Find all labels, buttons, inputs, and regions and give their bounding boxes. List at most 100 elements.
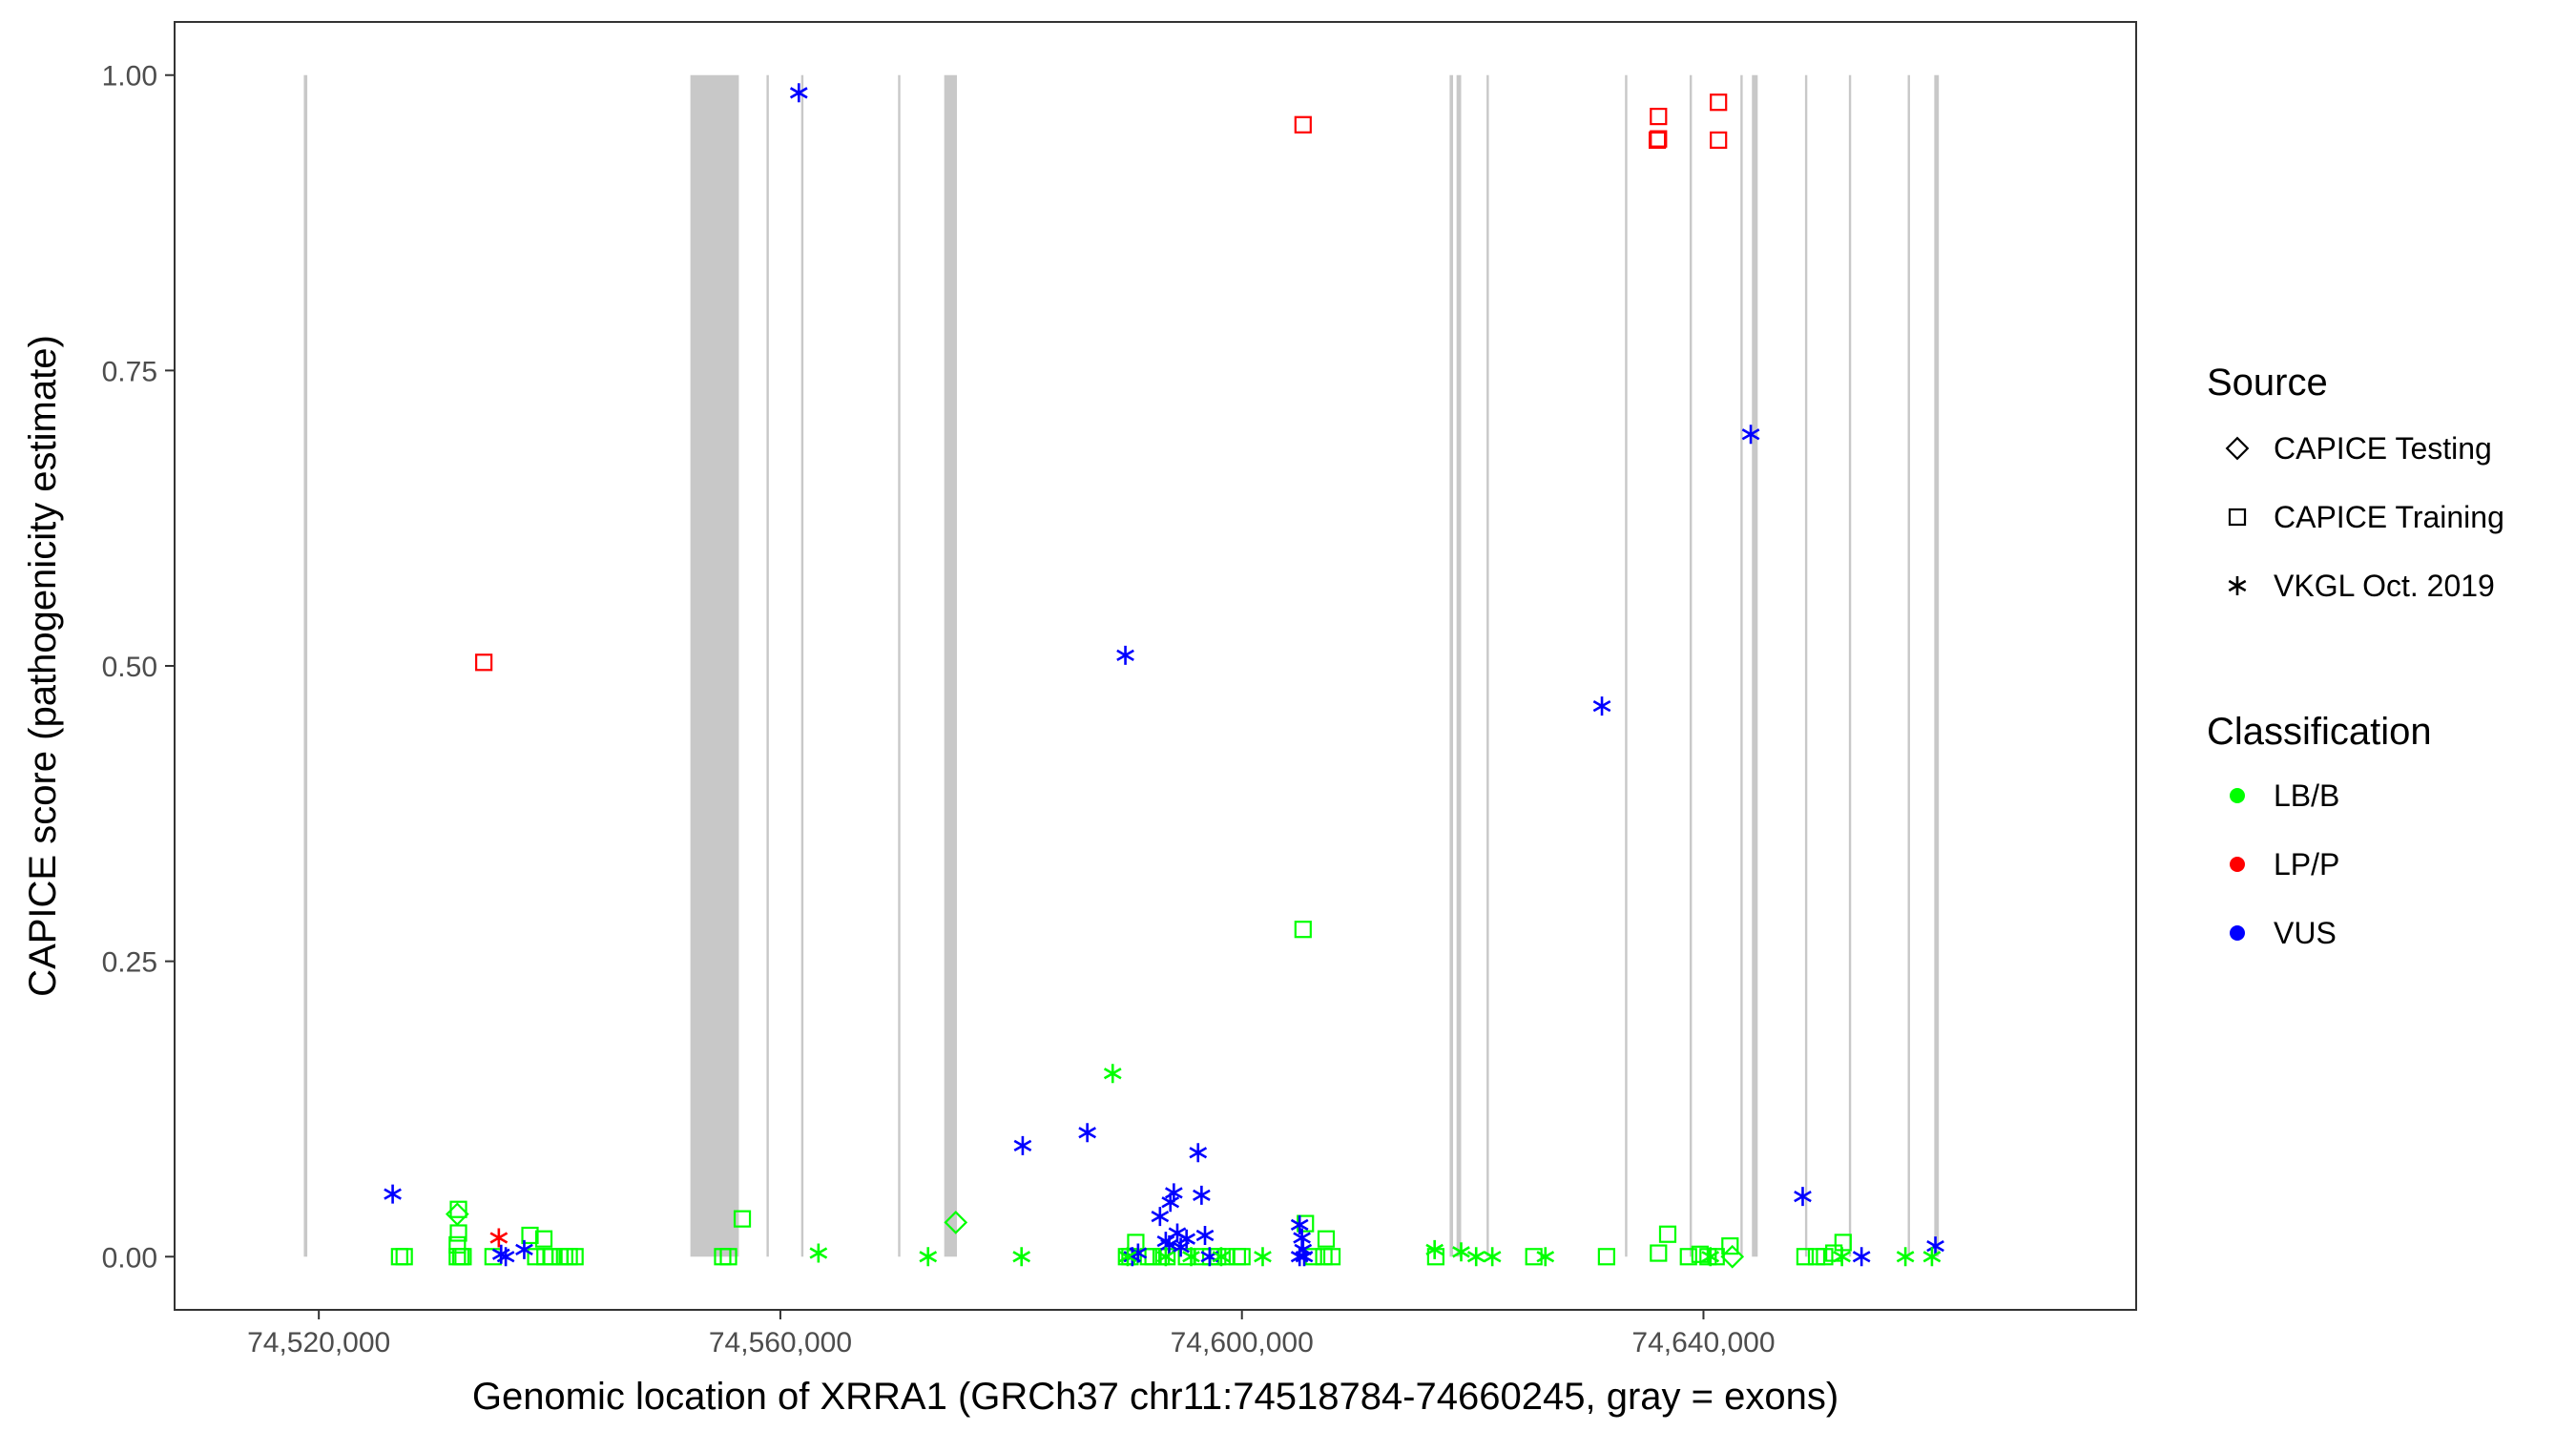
point-square-lpp: [1710, 93, 1728, 112]
legend-shape-entries: CAPICE Testing CAPICE Training VKGL Oct. 2…: [2225, 431, 2504, 603]
point-asterisk-vus: [1195, 1225, 1215, 1245]
point-asterisk-vus: [1592, 696, 1611, 716]
point-diamond-lbb: [1720, 1244, 1745, 1269]
point-square-lbb: [1650, 1244, 1668, 1262]
exon-band: [1907, 74, 1910, 1257]
exon-band: [1740, 74, 1743, 1257]
exon-band: [1456, 74, 1462, 1257]
legend-title-source: Source: [2207, 362, 2328, 404]
point-square-lbb: [1525, 1248, 1543, 1266]
y-tick-label: 0.00: [102, 1242, 157, 1274]
point-square-lbb: [521, 1226, 539, 1245]
point-square-lbb: [1679, 1248, 1697, 1266]
point-square-lbb: [1317, 1230, 1336, 1248]
point-asterisk-lbb: [1156, 1247, 1175, 1267]
exon-bands: [303, 74, 1940, 1257]
exon-band: [303, 74, 308, 1257]
exon-band: [1848, 74, 1852, 1257]
exon-band: [1449, 74, 1454, 1257]
x-tick-label: 74,520,000: [247, 1327, 390, 1358]
point-asterisk-vus: [1193, 1185, 1211, 1205]
point-asterisk-vus: [1151, 1207, 1170, 1227]
y-axis-title: CAPICE score (pathogenicity estimate): [22, 335, 64, 997]
point-square-lbb: [1233, 1248, 1251, 1266]
point-asterisk-vus: [1165, 1183, 1183, 1203]
point-asterisk-vus: [515, 1239, 533, 1259]
point-asterisk-vus: [1290, 1214, 1309, 1234]
point-diamond-lbb: [944, 1210, 968, 1234]
point-asterisk-vus: [1741, 425, 1760, 445]
point-square-lbb: [1322, 1248, 1341, 1266]
exon-band: [1625, 74, 1628, 1257]
legend-label: LP/P: [2274, 847, 2339, 881]
legend-key-asterisk: [2228, 576, 2247, 595]
exon-band: [1486, 74, 1489, 1257]
point-asterisk-vus: [1078, 1123, 1096, 1143]
legend-key-color: [2230, 857, 2245, 872]
point-asterisk-lbb: [1536, 1247, 1555, 1267]
point-asterisk-vus: [1160, 1234, 1178, 1255]
point-asterisk-lbb: [1922, 1247, 1942, 1267]
x-tick-label: 74,560,000: [709, 1327, 852, 1358]
legend-key-color: [2230, 788, 2245, 803]
exon-band: [898, 74, 901, 1257]
point-asterisk-lbb: [1118, 1247, 1137, 1267]
point-square-lbb: [1597, 1248, 1615, 1266]
exon-band: [1689, 74, 1693, 1257]
point-square-lbb: [449, 1224, 467, 1242]
exon-band: [944, 74, 957, 1257]
point-asterisk-vus: [1852, 1247, 1871, 1267]
point-square-lbb: [719, 1248, 737, 1266]
point-square-lbb: [448, 1235, 467, 1254]
point-square-lpp: [1710, 131, 1728, 149]
point-asterisk-lbb: [1466, 1247, 1485, 1267]
point-asterisk-lpp: [489, 1228, 509, 1248]
legend-key-color: [2230, 925, 2245, 941]
data-points: [384, 83, 1944, 1269]
point-square-lbb: [1796, 1248, 1814, 1266]
legend-label: CAPICE Testing: [2274, 431, 2492, 466]
exon-band: [1934, 74, 1940, 1257]
point-asterisk-lbb: [1896, 1247, 1915, 1267]
y-tick-label: 0.75: [102, 356, 157, 387]
y-axis: 0.00 0.25 0.50 0.75 1.00: [102, 61, 175, 1274]
exon-band: [800, 74, 804, 1257]
point-square-lbb: [390, 1248, 408, 1266]
point-asterisk-lbb: [809, 1243, 828, 1263]
point-asterisk-lbb: [1425, 1239, 1444, 1259]
point-asterisk-lbb: [1012, 1247, 1031, 1267]
point-square-lbb: [566, 1248, 584, 1266]
point-square-lbb: [1294, 921, 1312, 939]
exon-band: [690, 74, 739, 1257]
point-asterisk-lbb: [1483, 1247, 1502, 1267]
point-square-lbb: [534, 1230, 553, 1248]
legend-key-diamond: [2225, 436, 2250, 461]
point-asterisk-lbb: [1103, 1064, 1122, 1084]
point-square-lbb: [527, 1248, 545, 1266]
point-square-lpp: [475, 653, 493, 672]
point-asterisk-lbb: [1833, 1247, 1851, 1267]
point-asterisk-lbb: [1212, 1247, 1231, 1267]
x-tick-label: 74,600,000: [1171, 1327, 1314, 1358]
point-square-lbb: [395, 1248, 413, 1266]
point-asterisk-vus: [1129, 1243, 1148, 1263]
point-asterisk-lbb: [1701, 1247, 1720, 1267]
point-asterisk-vus: [1013, 1135, 1032, 1155]
point-square-lbb: [454, 1248, 472, 1266]
x-axis: 74,520,000 74,560,000 74,600,000 74,640,000: [247, 1310, 1776, 1358]
legend-label: VKGL Oct. 2019: [2274, 569, 2495, 603]
y-tick-label: 0.25: [102, 947, 157, 979]
point-square-lbb: [560, 1248, 578, 1266]
legend-label: LB/B: [2274, 778, 2339, 813]
point-square-lpp: [1648, 131, 1667, 149]
point-asterisk-vus: [1177, 1229, 1195, 1249]
x-axis-title: Genomic location of XRRA1 (GRCh37 chr11:…: [472, 1376, 1839, 1418]
point-asterisk-vus: [1189, 1143, 1208, 1163]
point-square-lbb: [1816, 1248, 1834, 1266]
y-tick-label: 0.50: [102, 652, 157, 683]
point-asterisk-vus: [1794, 1187, 1812, 1207]
point-square-lbb: [1658, 1225, 1677, 1243]
y-tick-label: 1.00: [102, 61, 157, 93]
legend-key-square: [2228, 508, 2247, 527]
